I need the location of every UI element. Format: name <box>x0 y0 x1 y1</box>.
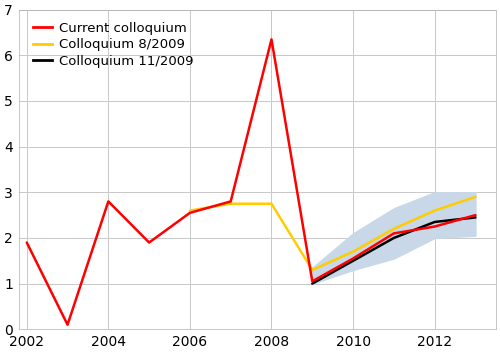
Legend: Current colloquium, Colloquium 8/2009, Colloquium 11/2009: Current colloquium, Colloquium 8/2009, C… <box>30 19 196 70</box>
